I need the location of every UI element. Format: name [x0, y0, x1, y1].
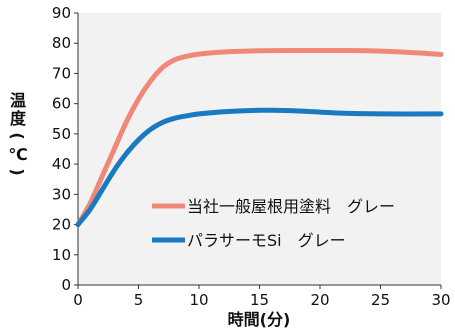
y-tick-label: 30	[52, 185, 71, 203]
y-tick-label: 90	[52, 4, 71, 22]
x-axis-title: 時間(分)	[228, 310, 291, 329]
plot-background	[78, 13, 441, 285]
plot-area	[77, 13, 441, 286]
x-tick-label: 10	[189, 291, 208, 309]
legend-label-2: パラサーモSi グレー	[187, 231, 346, 250]
y-tick-label: 20	[52, 216, 71, 234]
x-tick-label: 25	[371, 291, 390, 309]
x-tick-label: 20	[310, 291, 329, 309]
y-axis-title-char: 温	[9, 91, 26, 110]
x-tick-label: 15	[250, 291, 269, 309]
series-line-1	[75, 47, 444, 228]
x-tick-label: 5	[134, 291, 144, 309]
x-tick-label: 0	[73, 291, 83, 309]
legend-label-1: 当社一般屋根用塗料 グレー	[187, 197, 395, 216]
y-axis-title-char: ℃	[8, 145, 27, 164]
series-line-2	[75, 107, 444, 228]
y-axis-title-char: )	[8, 168, 27, 175]
y-tick-label: 40	[52, 155, 71, 173]
series-layer	[75, 47, 444, 228]
x-axis-ticks: 0 5 10 15 20 25 30	[73, 285, 451, 309]
y-axis-title: 温度 ( ℃)	[8, 91, 28, 176]
y-axis-ticks: 0 10 20 30 40 50 60 70 80 90	[52, 4, 78, 294]
y-tick-label: 70	[52, 64, 71, 82]
y-axis-title-char: 度	[10, 109, 27, 128]
y-tick-label: 0	[61, 276, 71, 294]
y-tick-label: 60	[52, 95, 71, 113]
y-tick-label: 50	[52, 125, 71, 143]
x-tick-label: 30	[431, 291, 450, 309]
y-tick-label: 10	[52, 246, 71, 264]
y-axis-title-char: (	[8, 132, 27, 139]
y-tick-label: 80	[52, 34, 71, 52]
